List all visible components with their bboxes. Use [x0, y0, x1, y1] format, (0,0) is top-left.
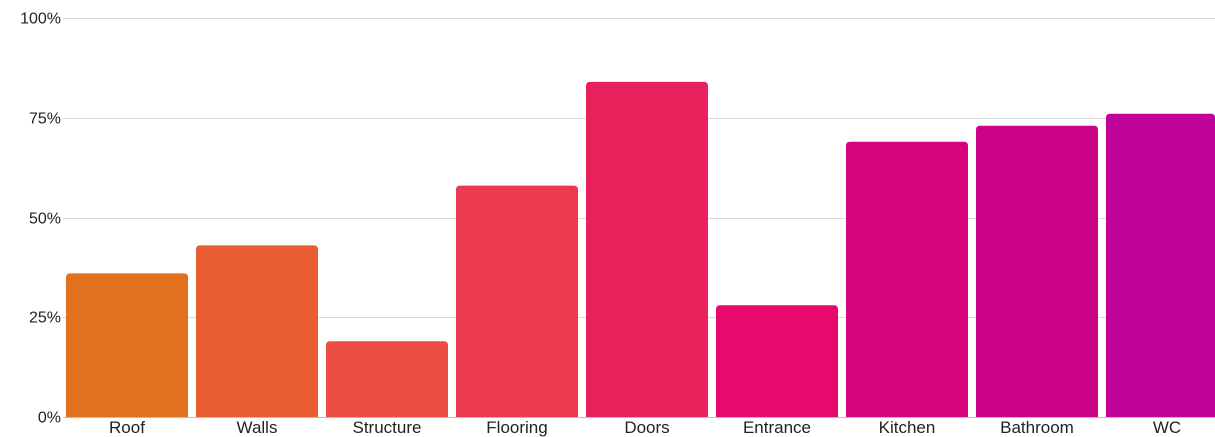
x-category-label: Bathroom	[1000, 418, 1074, 437]
y-tick-label: 100%	[20, 11, 61, 28]
bar-roof[interactable]	[66, 273, 188, 417]
y-axis-ticks: 0% 25% 50% 75% 100%	[20, 11, 61, 427]
x-category-label: Kitchen	[879, 418, 936, 437]
y-tick-label: 75%	[29, 111, 61, 128]
y-tick-label: 0%	[38, 410, 61, 427]
bar-doors[interactable]	[586, 81, 708, 417]
y-tick-label: 25%	[29, 310, 61, 327]
bar-walls[interactable]	[196, 245, 318, 417]
x-category-label: Doors	[624, 418, 669, 437]
x-category-label: WC	[1153, 418, 1181, 437]
x-category-label: Structure	[353, 418, 422, 437]
y-tick-label: 50%	[29, 211, 61, 228]
x-category-label: Roof	[109, 418, 145, 437]
bar-flooring[interactable]	[456, 185, 578, 417]
x-category-label: Walls	[237, 418, 278, 437]
bar-bathroom[interactable]	[976, 125, 1098, 417]
bar-entrance[interactable]	[716, 305, 838, 417]
bar-structure[interactable]	[326, 341, 448, 417]
bar-kitchen[interactable]	[846, 141, 968, 417]
bars-layer	[66, 81, 1215, 417]
x-axis-labels: Roof Walls Structure Flooring Doors Entrance K…	[109, 418, 1181, 437]
bar-wc[interactable]	[1106, 113, 1215, 417]
x-category-label: Flooring	[486, 418, 547, 437]
x-category-label: Entrance	[743, 418, 811, 437]
